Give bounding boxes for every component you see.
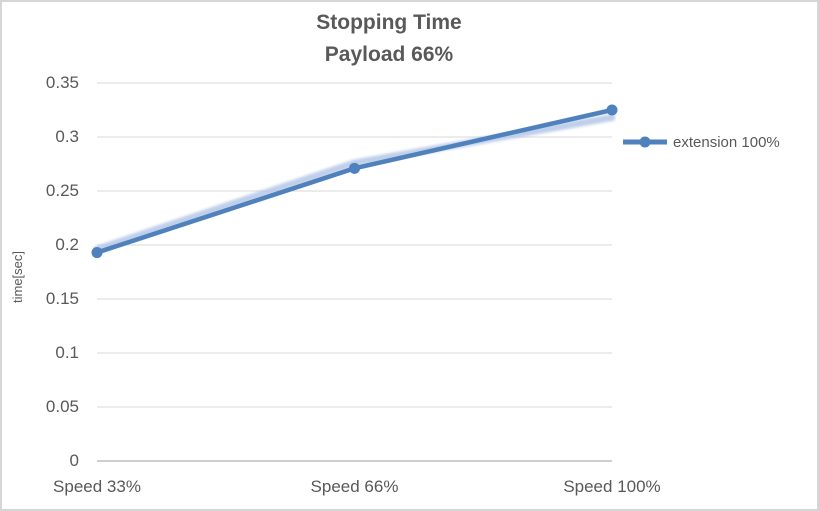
y-axis-title: time[sec] [10,251,25,304]
data-point-marker[interactable] [606,104,618,116]
y-tick-label: 0 [69,451,79,470]
chart-title: Stopping Time Payload 66% [2,7,776,71]
gridlines [97,82,612,462]
chart-title-line1: Stopping Time [316,11,462,34]
data-point-marker[interactable] [349,162,360,174]
x-axis-category-label: Speed 66% [310,477,399,496]
x-axis-category-label: Speed 100% [563,477,661,496]
y-tick-label: 0.1 [55,343,79,362]
y-tick-label: 0.25 [45,181,79,200]
x-axis-category-label: Speed 33% [53,477,141,496]
y-tick-label: 0.2 [55,235,79,254]
chart-title-line2: Payload 66% [324,43,454,66]
y-tick-label: 0.3 [55,127,79,146]
legend[interactable]: extension 100% [622,131,780,153]
series-layer [91,104,618,259]
y-tick-label: 0.35 [45,73,79,92]
y-tick-label: 0.05 [45,397,79,416]
legend-line-marker-icon [623,136,667,148]
y-tick-label: 0.15 [45,289,79,308]
legend-series-label: extension 100% [673,133,780,151]
data-point-marker[interactable] [91,247,103,259]
